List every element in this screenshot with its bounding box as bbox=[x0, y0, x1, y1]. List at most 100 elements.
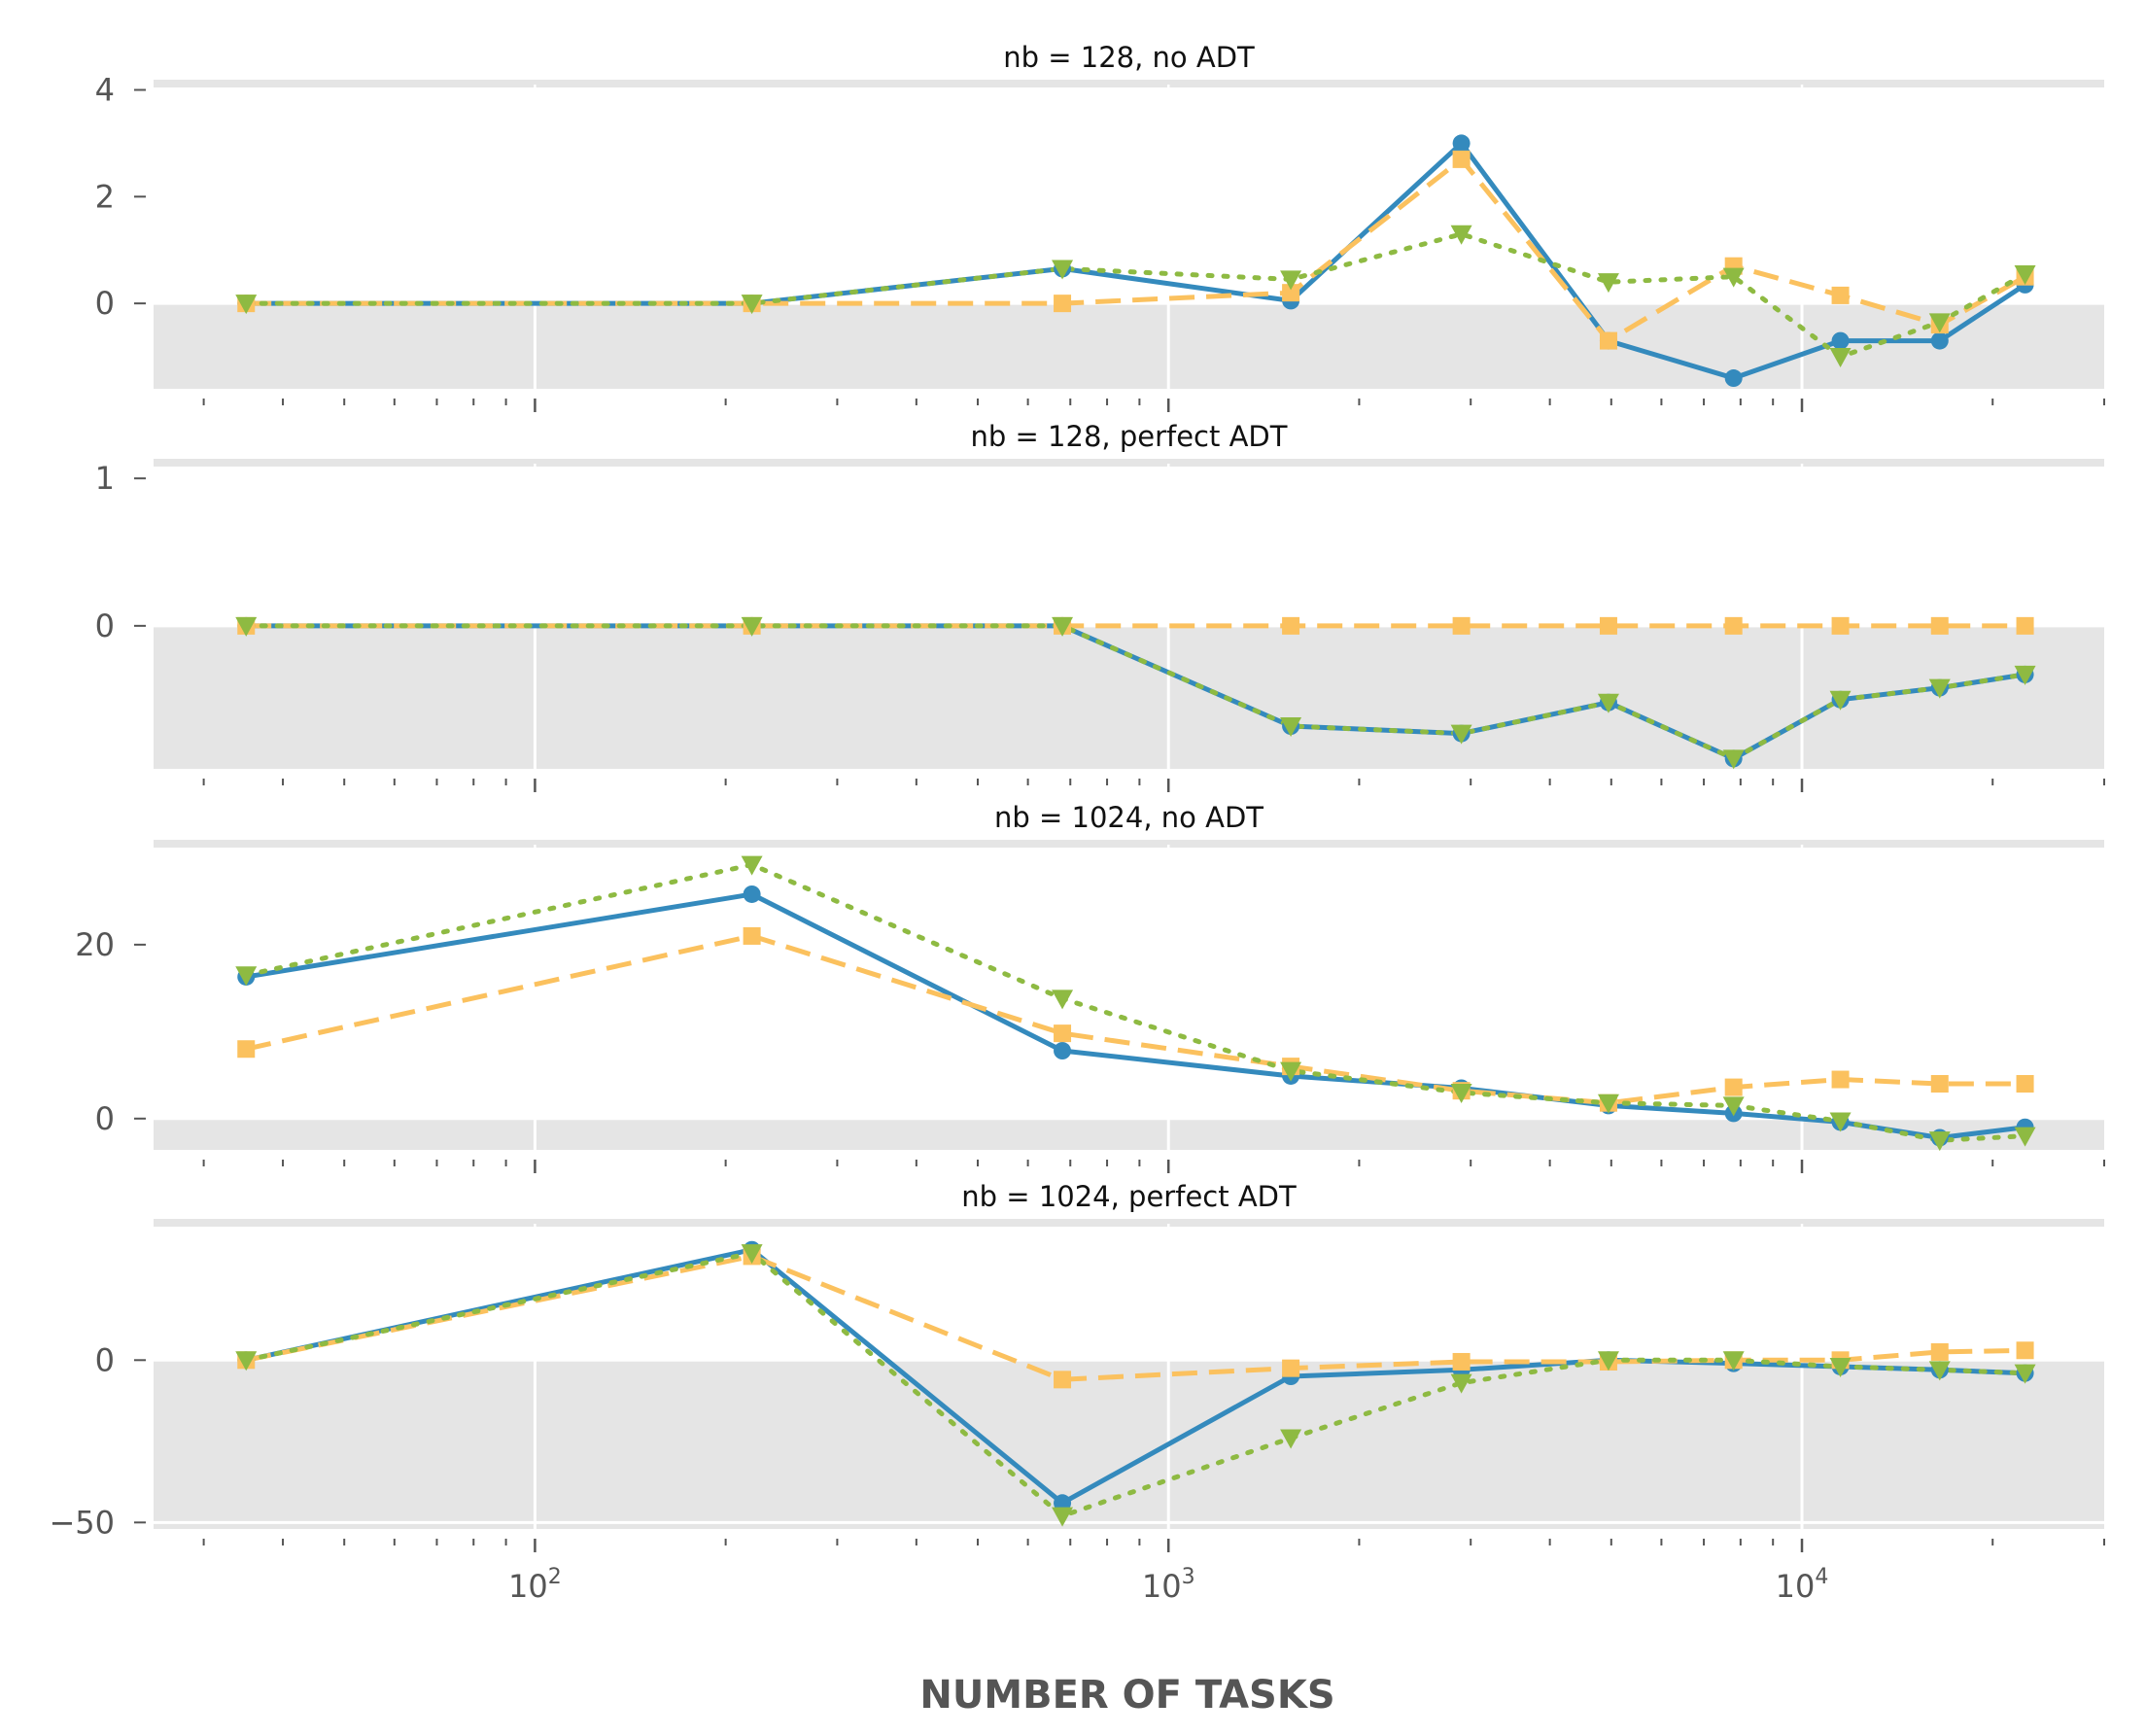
y-tick-label: 1 bbox=[95, 460, 115, 497]
data-point bbox=[235, 1351, 258, 1371]
panel-4: −50 0 nb = 1024, perfect ADT 102 103 104 bbox=[49, 1180, 2105, 1605]
data-point bbox=[1930, 1342, 1949, 1361]
data-point bbox=[1597, 273, 1619, 294]
data-point bbox=[741, 1244, 763, 1265]
data-point bbox=[1928, 1131, 1951, 1152]
x-tick-label: 104 bbox=[1776, 1565, 1829, 1605]
data-point bbox=[1597, 1351, 1619, 1371]
data-point bbox=[1829, 348, 1852, 368]
data-point bbox=[1724, 616, 1743, 635]
series-line-dashed bbox=[245, 933, 2025, 1106]
data-point bbox=[741, 855, 763, 876]
x-tick-label: 102 bbox=[508, 1565, 562, 1605]
panel-title: nb = 128, perfect ADT bbox=[971, 420, 1288, 453]
data-point bbox=[1280, 1429, 1302, 1449]
data-point bbox=[1599, 331, 1617, 350]
data-point bbox=[1282, 616, 1300, 635]
data-point bbox=[1450, 724, 1472, 745]
data-point bbox=[1831, 286, 1850, 304]
data-point bbox=[1930, 1075, 1949, 1094]
data-point bbox=[235, 966, 258, 987]
data-point bbox=[1831, 1070, 1850, 1089]
y-tick-label: 0 bbox=[95, 1100, 115, 1137]
data-point bbox=[741, 616, 763, 637]
y-tick-label: 4 bbox=[95, 71, 115, 108]
y-tick-label: 0 bbox=[95, 285, 115, 322]
negative-region bbox=[154, 625, 2104, 769]
y-tick-label: 20 bbox=[75, 926, 115, 963]
data-point bbox=[1450, 1373, 1472, 1394]
data-point bbox=[1052, 260, 1074, 280]
data-point bbox=[2014, 1364, 2036, 1384]
data-point bbox=[1831, 331, 1850, 350]
data-point bbox=[1722, 1351, 1745, 1371]
data-point bbox=[1722, 1096, 1745, 1117]
data-point bbox=[1928, 1361, 1951, 1381]
series-line-dotted bbox=[243, 1250, 2028, 1519]
data-point bbox=[1052, 990, 1074, 1010]
data-point bbox=[743, 926, 761, 945]
panel-top-band bbox=[154, 1219, 2104, 1227]
panel-3: 0 20 nb = 1024, no ADT bbox=[75, 801, 2105, 1173]
series-line-dashed bbox=[245, 1253, 2025, 1382]
data-point bbox=[1280, 717, 1302, 738]
panel-title: nb = 1024, no ADT bbox=[994, 801, 1263, 834]
data-point bbox=[2016, 616, 2034, 635]
data-point bbox=[1930, 331, 1949, 350]
data-point bbox=[1452, 134, 1471, 153]
panel-top-band bbox=[154, 459, 2104, 467]
data-point bbox=[1450, 225, 1472, 245]
y-tick-label: 0 bbox=[95, 608, 115, 644]
data-point bbox=[1829, 690, 1852, 711]
data-point bbox=[1054, 1371, 1072, 1389]
y-tick-label: 2 bbox=[95, 178, 115, 215]
data-point bbox=[1280, 1061, 1302, 1082]
data-point bbox=[2014, 264, 2036, 285]
panel-2: 0 1 nb = 128, perfect ADT bbox=[95, 420, 2105, 792]
data-point bbox=[1722, 749, 1745, 770]
panel-title: nb = 128, no ADT bbox=[1003, 41, 1255, 74]
series-line-solid bbox=[246, 140, 2026, 381]
data-point bbox=[1280, 270, 1302, 291]
series-line-dashed bbox=[246, 156, 2026, 344]
x-axis-label: NUMBER OF TASKS bbox=[919, 1673, 1334, 1718]
data-point bbox=[1450, 1083, 1472, 1103]
panel-top-band bbox=[154, 840, 2104, 848]
data-point bbox=[741, 295, 763, 315]
data-point bbox=[1722, 267, 1745, 288]
data-point bbox=[2016, 1341, 2034, 1360]
data-point bbox=[1928, 678, 1951, 699]
data-point bbox=[1831, 616, 1850, 635]
series-line-dotted bbox=[243, 623, 2028, 761]
data-point bbox=[237, 1040, 256, 1059]
data-point bbox=[1597, 693, 1619, 713]
data-point bbox=[1452, 150, 1471, 168]
chart-panels: 0 2 4 nb = 128, no ADT 0 1 nb = 128, perfect A… bbox=[49, 41, 2105, 1605]
data-point bbox=[1452, 616, 1471, 635]
negative-region bbox=[154, 1360, 2104, 1529]
data-point bbox=[2016, 1075, 2034, 1094]
data-point bbox=[1282, 1359, 1300, 1377]
panel-top-band bbox=[154, 80, 2104, 87]
data-point bbox=[2014, 665, 2036, 685]
data-point bbox=[743, 885, 761, 903]
data-point bbox=[1599, 616, 1617, 635]
data-point bbox=[1724, 1078, 1743, 1096]
panel-1: 0 2 4 nb = 128, no ADT bbox=[95, 41, 2105, 412]
data-point bbox=[1452, 1352, 1471, 1371]
data-point bbox=[2014, 1127, 2036, 1147]
data-point bbox=[1054, 1024, 1072, 1043]
y-tick-label: −50 bbox=[49, 1504, 115, 1541]
x-tick-label: 103 bbox=[1142, 1565, 1195, 1605]
data-point bbox=[1928, 313, 1951, 333]
data-point bbox=[1829, 1112, 1852, 1132]
data-point bbox=[1724, 369, 1743, 388]
negative-region bbox=[154, 1118, 2104, 1150]
data-point bbox=[1930, 616, 1949, 635]
data-point bbox=[1829, 1357, 1852, 1377]
panel-title: nb = 1024, perfect ADT bbox=[961, 1180, 1297, 1213]
data-point bbox=[1597, 1094, 1619, 1114]
series-line-dotted bbox=[243, 862, 2028, 1143]
data-point bbox=[1054, 1042, 1072, 1060]
